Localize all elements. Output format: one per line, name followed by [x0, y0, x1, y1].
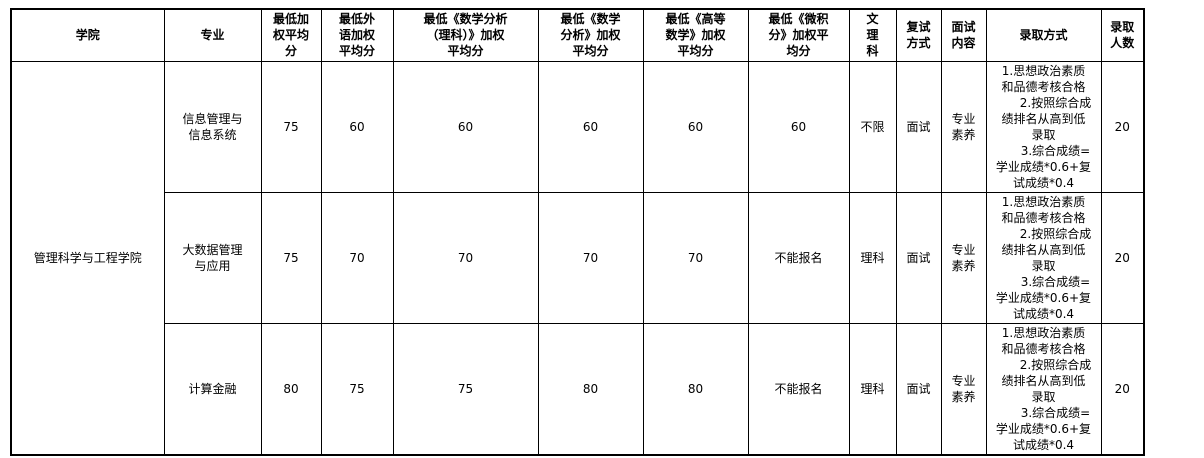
cell-min-foreign-weighted-avg: 60	[320, 60, 394, 193]
cell-min-foreign-weighted-avg: 70	[320, 191, 394, 324]
cell-retest-method: 面试	[895, 60, 942, 193]
cell-admission-count: 20	[1100, 60, 1145, 193]
col-header-min-weighted-avg: 最低加 权平均 分	[260, 8, 322, 62]
cell-major: 信息管理与 信息系统	[163, 60, 262, 193]
cell-interview-content: 专业 素养	[940, 60, 987, 193]
cell-min-weighted-avg: 75	[260, 191, 322, 324]
admissions-table: 学院 专业 最低加 权平均 分 最低外 语加权 平均分 最低《数学分析 （理科）…	[10, 8, 1145, 456]
cell-admission-method: 1.思想政治素质 和品德考核合格 2.按照综合成 绩排名从高到低 录取 3.综合…	[985, 60, 1102, 193]
cell-retest-method: 面试	[895, 191, 942, 324]
cell-admission-count: 20	[1100, 322, 1145, 455]
cell-min-calculus: 60	[747, 60, 850, 193]
cell-min-foreign-weighted-avg: 75	[320, 322, 394, 455]
col-header-min-foreign-weighted-avg: 最低外 语加权 平均分	[320, 8, 394, 62]
cell-arts-science: 理科	[848, 322, 897, 455]
cell-min-advanced-math: 60	[642, 60, 749, 193]
cell-interview-content: 专业 素养	[940, 191, 987, 324]
cell-admission-method: 1.思想政治素质 和品德考核合格 2.按照综合成 绩排名从高到低 录取 3.综合…	[985, 322, 1102, 455]
col-header-arts-science: 文 理 科	[848, 8, 897, 62]
col-header-interview-content: 面试 内容	[940, 8, 987, 62]
col-header-major: 专业	[163, 8, 262, 62]
cell-min-calculus: 不能报名	[747, 322, 850, 455]
table-row: 大数据管理 与应用 75 70 70 70 70 不能报名 理科 面试 专业 素…	[11, 191, 1145, 324]
col-header-min-advanced-math: 最低《高等 数学》加权 平均分	[642, 8, 749, 62]
cell-min-math-analysis: 80	[537, 322, 644, 455]
table-row: 计算金融 80 75 75 80 80 不能报名 理科 面试 专业 素养 1.思…	[11, 322, 1145, 455]
cell-college: 管理科学与工程学院	[10, 60, 165, 455]
cell-min-math-analysis-science: 60	[392, 60, 539, 193]
cell-min-weighted-avg: 75	[260, 60, 322, 193]
col-header-admission-count: 录取 人数	[1100, 8, 1145, 62]
col-header-college: 学院	[10, 8, 165, 62]
col-header-min-math-analysis: 最低《数学 分析》加权 平均分	[537, 8, 644, 62]
col-header-retest-method: 复试 方式	[895, 8, 942, 62]
col-header-min-calculus: 最低《微积 分》加权平 均分	[747, 8, 850, 62]
header-row: 学院 专业 最低加 权平均 分 最低外 语加权 平均分 最低《数学分析 （理科）…	[10, 8, 1145, 62]
cell-arts-science: 不限	[848, 60, 897, 193]
cell-interview-content: 专业 素养	[940, 322, 987, 455]
col-header-min-math-analysis-science: 最低《数学分析 （理科）》加权 平均分	[392, 8, 539, 62]
cell-min-math-analysis-science: 75	[392, 322, 539, 455]
cell-major: 计算金融	[163, 322, 262, 455]
cell-min-math-analysis-science: 70	[392, 191, 539, 324]
cell-min-advanced-math: 80	[642, 322, 749, 455]
cell-admission-method: 1.思想政治素质 和品德考核合格 2.按照综合成 绩排名从高到低 录取 3.综合…	[985, 191, 1102, 324]
cell-min-math-analysis: 60	[537, 60, 644, 193]
cell-arts-science: 理科	[848, 191, 897, 324]
cell-min-advanced-math: 70	[642, 191, 749, 324]
cell-admission-count: 20	[1100, 191, 1145, 324]
cell-major: 大数据管理 与应用	[163, 191, 262, 324]
col-header-admission-method: 录取方式	[985, 8, 1102, 62]
cell-min-weighted-avg: 80	[260, 322, 322, 455]
cell-min-math-analysis: 70	[537, 191, 644, 324]
cell-min-calculus: 不能报名	[747, 191, 850, 324]
table-row: 管理科学与工程学院 信息管理与 信息系统 75 60 60 60 60 60 不…	[10, 60, 1145, 455]
cell-retest-method: 面试	[895, 322, 942, 455]
